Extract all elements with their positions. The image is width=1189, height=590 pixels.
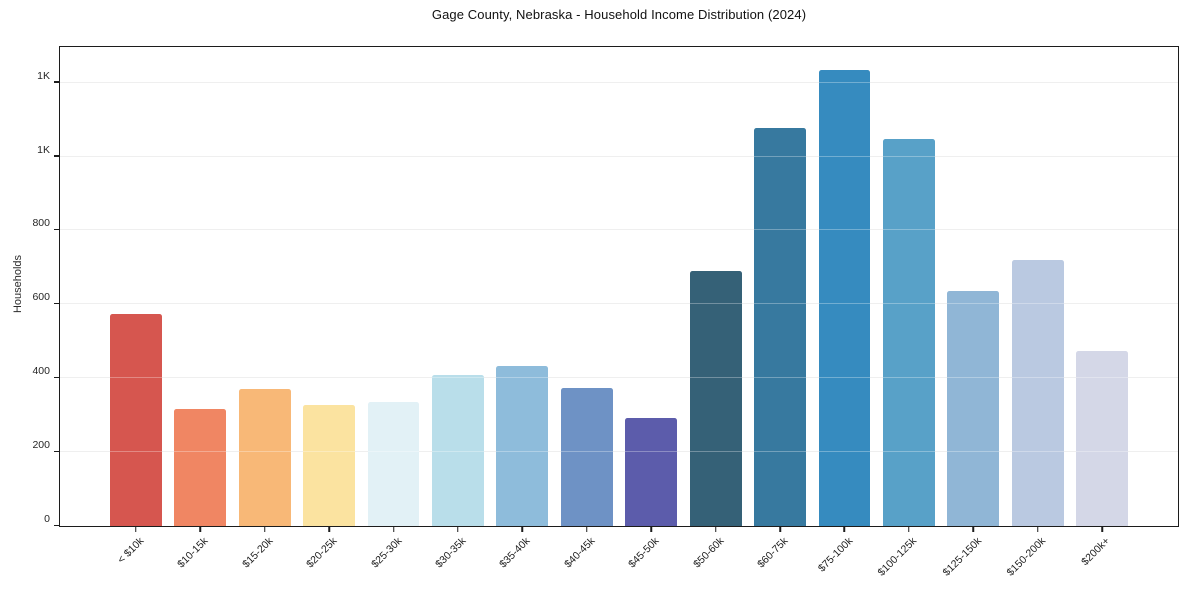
bar-60-75k [754, 127, 806, 526]
chart-title: Gage County, Nebraska - Household Income… [431, 7, 807, 22]
bar-15-20k [238, 389, 291, 526]
gridline-overlay [60, 377, 1178, 379]
y-tick-label: 0 [44, 513, 50, 525]
x-tick-mark [650, 527, 652, 532]
bar-75-100k [818, 70, 871, 526]
x-tick-label: $125-150k [940, 535, 984, 579]
x-tick-mark [135, 527, 137, 532]
y-tick-label: 200 [32, 439, 50, 452]
x-tick-mark [586, 527, 588, 532]
bar-150-200k [1011, 260, 1064, 526]
bar-40-45k [560, 388, 613, 526]
x-tick-mark [457, 527, 459, 532]
x-tick-label: $10-15k [175, 535, 211, 571]
x-tick-mark [908, 527, 910, 532]
x-tick-mark [521, 527, 524, 532]
x-tick-mark [199, 527, 202, 532]
bar-45-50k [625, 418, 678, 526]
x-tick-mark [714, 527, 717, 532]
y-tick-label: 1K [37, 143, 50, 156]
x-tick-label: $20-25k [304, 535, 340, 571]
y-tick-label: 600 [32, 291, 50, 304]
x-tick-label: < $10k [115, 535, 147, 566]
x-tick-label: $75-100k [815, 535, 855, 575]
x-tick-mark [392, 527, 395, 532]
x-tick-mark [263, 527, 266, 532]
x-tick-label: $60-75k [755, 535, 791, 571]
x-tick-mark [779, 527, 781, 532]
gridline-overlay [60, 81, 1178, 83]
gridline [60, 451, 1178, 453]
y-tick-label: 400 [32, 365, 50, 378]
x-tick-label: $25-30k [368, 535, 405, 571]
x-tick-label: $40-45k [561, 535, 598, 571]
x-tick-mark [328, 527, 330, 532]
y-tick-mark [54, 376, 59, 379]
x-tick-label: $45-50k [626, 535, 662, 571]
y-tick-mark [54, 81, 59, 83]
gridline-overlay [60, 155, 1178, 157]
x-tick-label: $30-35k [433, 535, 469, 571]
x-tick-mark [972, 527, 974, 532]
y-tick-label: 800 [32, 217, 50, 230]
bar-50-60k [689, 271, 742, 526]
gridline [60, 155, 1178, 157]
bar-100-125k [882, 138, 935, 526]
gridline-overlay [60, 303, 1178, 305]
y-tick-mark [54, 155, 59, 157]
bar-25-30k [367, 401, 420, 526]
x-tick-label: $100-125k [875, 535, 920, 579]
bar-35-40k [496, 365, 549, 526]
bar-20-25k [303, 404, 356, 526]
gridline [60, 81, 1178, 83]
y-tick-mark [54, 228, 59, 231]
gridline [60, 229, 1178, 231]
plot-area: 0 200 400 600 800 1K 1K < $10k $10-15k $15-20k $20… [32, 46, 1179, 579]
y-tick-mark [54, 450, 59, 453]
bar-125-150k [947, 291, 1000, 526]
bar-10-15k [174, 408, 227, 526]
bar-30-35k [432, 374, 484, 526]
x-tick-label: $35-40k [497, 535, 533, 571]
x-tick-mark [1101, 527, 1103, 532]
x-tick-label: $200k+ [1079, 535, 1113, 569]
gridline-overlay [60, 451, 1178, 453]
y-tick-mark [54, 302, 59, 305]
bar-10k [109, 313, 162, 526]
y-tick-mark [54, 524, 59, 526]
y-tick-label: 1K [37, 69, 50, 82]
gridline-overlay [60, 229, 1178, 231]
x-tick-label: $15-20k [239, 535, 276, 571]
bar-200k [1076, 351, 1129, 526]
y-axis-label: Households [12, 254, 24, 314]
gridline [60, 377, 1178, 379]
gridline [60, 303, 1178, 305]
x-tick-mark [1036, 527, 1039, 532]
x-tick-label: $150-200k [1004, 535, 1049, 579]
x-tick-mark [843, 527, 846, 532]
x-tick-label: $50-60k [690, 535, 727, 571]
